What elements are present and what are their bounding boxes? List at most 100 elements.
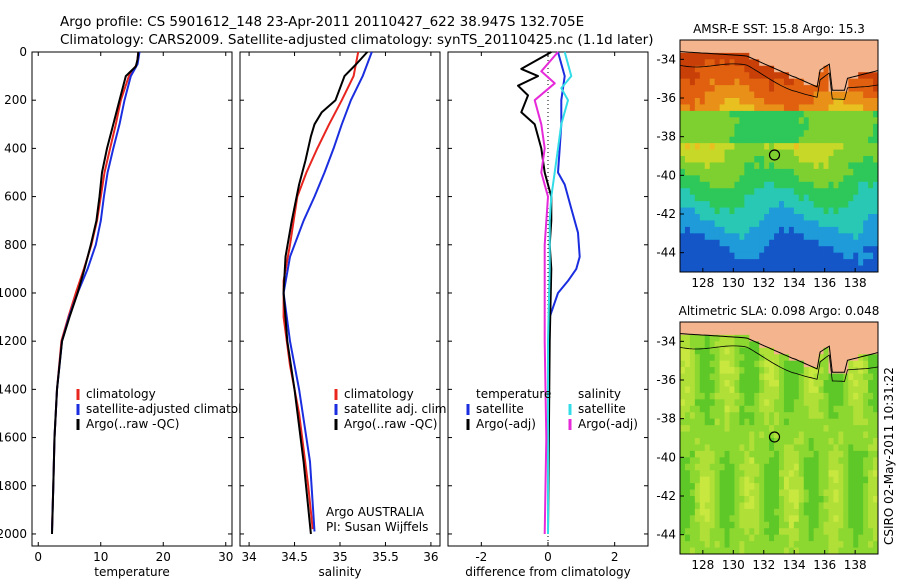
map-cell (689, 438, 696, 445)
map-cell (774, 265, 780, 273)
map-cell (783, 380, 790, 387)
map-cell (774, 162, 780, 170)
map-cell (798, 328, 805, 336)
map-cell (828, 252, 834, 260)
map-cell (754, 181, 760, 189)
map-cell (769, 483, 775, 490)
map-cell (774, 46, 780, 54)
map-cell (764, 367, 770, 374)
map-cell (873, 496, 879, 503)
map-cells (680, 40, 879, 273)
map-cell (823, 541, 829, 548)
map-cell (680, 265, 686, 273)
map-cell (749, 123, 755, 131)
map-cell (818, 117, 824, 125)
map-cell (769, 354, 775, 362)
map-cell (853, 476, 859, 484)
map-cell (808, 547, 815, 555)
map-cell (823, 104, 829, 112)
x-tick-label: 10 (93, 550, 108, 564)
map-cell (724, 130, 730, 138)
map-cell (853, 239, 859, 247)
map-cell (764, 233, 770, 241)
map-cell (823, 175, 829, 183)
map-cell (724, 52, 730, 60)
map-cell (868, 521, 874, 529)
map-cell (704, 188, 711, 196)
map-cell (808, 541, 815, 548)
map-cell (863, 328, 869, 336)
map-cell (798, 322, 805, 329)
map-cell (818, 328, 824, 336)
map-cell (848, 162, 854, 170)
map-cell (818, 431, 824, 439)
map-cell (704, 463, 711, 471)
map-cell (813, 175, 819, 183)
map-cell (754, 59, 760, 67)
map-cell (719, 265, 725, 273)
map-cell (744, 104, 750, 112)
map-cell (779, 259, 785, 266)
map-cell (689, 130, 696, 138)
map-cell (833, 489, 839, 497)
map-cell (684, 405, 691, 413)
map-cell (719, 347, 725, 355)
map-cell (694, 98, 701, 105)
map-cell (828, 508, 834, 516)
map-cell (719, 470, 725, 478)
map-cell (749, 425, 755, 432)
map-cell (858, 425, 864, 432)
map-cell (873, 123, 879, 131)
legend-entry: Argo(..raw -QC) (86, 417, 179, 431)
map-cell (739, 405, 745, 413)
map-cell (779, 156, 785, 163)
map-cell (808, 360, 815, 368)
map-cell (808, 123, 815, 131)
map-cell (744, 98, 750, 105)
map-cell (754, 392, 760, 400)
map-cell (858, 201, 864, 208)
map-cell (734, 85, 740, 92)
map-cell (744, 149, 750, 157)
map-cell (858, 483, 864, 490)
map-cell (813, 328, 819, 336)
map-cell (704, 78, 711, 86)
map-cell (734, 399, 740, 407)
map-cell (868, 438, 874, 445)
map-cell (823, 207, 829, 215)
map-cell (863, 438, 869, 445)
map-cell (689, 334, 696, 342)
map-cell (684, 457, 691, 465)
map-cell (868, 214, 874, 221)
map-cell (769, 117, 775, 125)
map-cell (788, 207, 795, 215)
map-cell (709, 156, 716, 163)
map-cell (739, 425, 745, 432)
map-cell (744, 450, 750, 458)
map-cell (759, 104, 765, 112)
map-cell (724, 463, 730, 471)
map-cell (754, 259, 760, 266)
map-cell (813, 40, 819, 47)
map-cell (714, 207, 720, 215)
map-cell (833, 168, 839, 176)
map-cell (699, 78, 706, 86)
map-cell (808, 162, 815, 170)
map-cell (843, 201, 849, 208)
map-cell (823, 483, 829, 490)
map-cell (774, 334, 780, 342)
map-cell (714, 143, 720, 150)
map-cell (734, 59, 740, 67)
map-cell (704, 46, 711, 54)
map-cell (853, 489, 859, 497)
map-cell (823, 46, 829, 54)
map-cell (699, 65, 706, 73)
map-cell (704, 354, 711, 362)
map-cell (833, 104, 839, 112)
map-cell (764, 521, 770, 529)
map-cell (838, 470, 844, 478)
map-cell (709, 528, 716, 536)
map-cell (719, 380, 725, 387)
map-cell (739, 347, 745, 355)
map-cell (694, 65, 701, 73)
